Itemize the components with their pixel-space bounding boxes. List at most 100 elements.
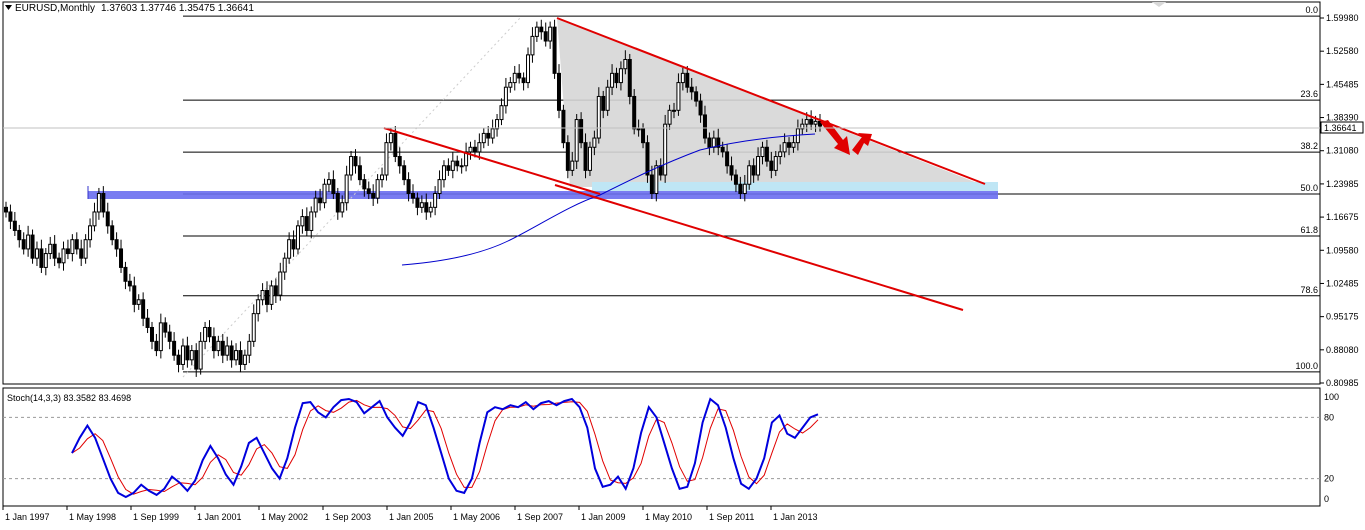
candle-bearish xyxy=(685,72,690,88)
candle-bullish xyxy=(295,225,300,250)
candle-bearish xyxy=(265,290,270,305)
candle-bearish xyxy=(725,151,730,167)
price-tick-label: 1.23985 xyxy=(1326,179,1359,189)
candle-bearish xyxy=(455,160,460,167)
candle-bearish xyxy=(601,95,606,111)
candle-bearish xyxy=(565,142,570,171)
candle-bearish xyxy=(521,77,526,84)
time-tick-label: 1 May 1998 xyxy=(69,512,116,522)
moving-average-line xyxy=(401,133,816,266)
time-tick-label: 1 May 2006 xyxy=(453,512,500,522)
candle-bullish xyxy=(203,326,208,342)
candle-bullish xyxy=(636,128,641,131)
candle-bullish xyxy=(618,68,623,84)
fib-level-label: 23.6 xyxy=(1300,89,1318,99)
candle-bearish xyxy=(185,345,190,361)
candle-bullish xyxy=(503,86,508,107)
candle-bearish xyxy=(649,174,654,194)
candle-bearish xyxy=(733,174,738,185)
candle-bullish xyxy=(795,128,800,144)
time-tick-label: 1 Sep 2011 xyxy=(709,512,754,522)
candle-bullish xyxy=(441,165,446,181)
candle-bearish xyxy=(357,165,362,181)
candle-bullish xyxy=(375,179,380,199)
candle-bullish xyxy=(340,202,345,213)
candle-bearish xyxy=(318,197,323,204)
candle-bearish xyxy=(291,239,296,250)
candle-bearish xyxy=(614,72,619,84)
candle-bullish xyxy=(269,285,274,305)
scroll-corner-icon[interactable] xyxy=(1152,2,1166,7)
candle-bullish xyxy=(526,54,531,84)
candle-bullish xyxy=(778,151,783,158)
candle-bullish xyxy=(548,26,553,42)
fib-level-label: 38.2 xyxy=(1300,141,1318,151)
candle-bearish xyxy=(769,160,774,171)
candle-bullish xyxy=(433,192,438,208)
candle-bullish xyxy=(534,26,539,37)
candle-bearish xyxy=(220,340,225,356)
candle-bearish xyxy=(12,220,17,231)
candle-bullish xyxy=(437,179,442,194)
candle-bullish xyxy=(216,340,221,352)
price-axis: 1.59980 1.52580 1.45485 1.38390 1.31080 1.239… xyxy=(1320,13,1359,388)
candle-bearish xyxy=(149,326,154,342)
time-tick-label: 1 May 2010 xyxy=(645,512,692,522)
candle-bullish xyxy=(773,156,778,171)
candle-bearish xyxy=(707,137,712,148)
fib-level-label: 50.0 xyxy=(1300,183,1318,193)
ohlc-readout: 1.37603 1.37746 1.35475 1.36641 xyxy=(101,3,254,14)
candle-bullish xyxy=(313,197,318,213)
candle-bearish xyxy=(809,119,814,125)
candle-bullish xyxy=(490,128,495,139)
symbol-dropdown-icon[interactable] xyxy=(5,5,12,10)
candle-bearish xyxy=(8,211,13,222)
candle-bullish xyxy=(322,183,327,204)
candle-bearish xyxy=(207,326,212,338)
candle-bullish xyxy=(92,211,97,227)
candle-bullish xyxy=(672,109,677,112)
candle-bullish xyxy=(260,290,265,301)
candle-bullish xyxy=(680,72,685,84)
candle-bullish xyxy=(464,151,469,167)
candle-bearish xyxy=(751,165,756,176)
candle-bearish xyxy=(362,179,367,190)
candle-bullish xyxy=(278,271,283,296)
candle-bullish xyxy=(48,243,53,255)
stoch-title: Stoch(14,3,3) 83.3582 83.4698 xyxy=(7,393,131,403)
candle-bearish xyxy=(4,206,8,213)
candle-bearish xyxy=(74,239,79,250)
candle-bearish xyxy=(543,31,548,42)
candle-bullish xyxy=(428,206,433,213)
candle-bullish xyxy=(61,248,66,264)
candlestick-series xyxy=(4,19,822,377)
candle-bearish xyxy=(335,192,340,213)
candle-bearish xyxy=(127,280,132,287)
candle-bullish xyxy=(605,86,610,111)
fib-anchor-dotted-line xyxy=(182,17,521,378)
candle-bullish xyxy=(300,216,305,227)
price-tick-label: 1.38390 xyxy=(1326,113,1359,123)
candle-bearish xyxy=(764,146,769,162)
candle-bullish xyxy=(419,202,424,208)
candle-bullish xyxy=(70,239,75,255)
candle-bearish xyxy=(176,354,181,365)
candle-bearish xyxy=(411,192,415,199)
candle-bullish xyxy=(570,160,575,171)
fib-level-label: 0.0 xyxy=(1305,5,1318,15)
candle-bearish xyxy=(446,165,451,171)
candle-bullish xyxy=(610,72,615,88)
candle-bullish xyxy=(136,299,141,305)
candle-bearish xyxy=(141,299,146,319)
candle-bullish xyxy=(468,146,473,153)
current-price-badge xyxy=(1320,121,1364,134)
price-tick-label: 0.80985 xyxy=(1326,378,1359,388)
candle-bullish xyxy=(499,105,504,121)
candle-bearish xyxy=(119,248,124,268)
candle-bearish xyxy=(645,142,650,176)
candle-bullish xyxy=(747,165,752,185)
candle-bullish xyxy=(813,120,818,125)
candle-bearish xyxy=(52,243,57,259)
stoch-plot-area[interactable] xyxy=(2,387,1321,507)
